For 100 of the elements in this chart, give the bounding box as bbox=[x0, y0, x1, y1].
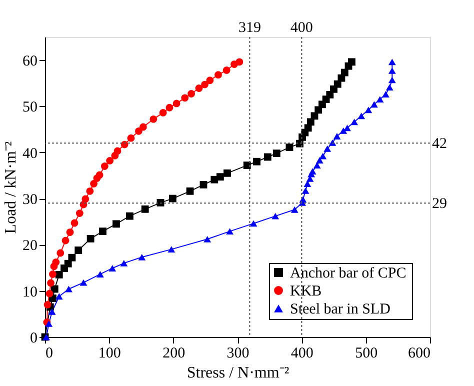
point bbox=[388, 76, 396, 84]
point bbox=[370, 101, 378, 108]
point bbox=[156, 198, 164, 206]
x-tick-label: 300 bbox=[226, 346, 250, 362]
point bbox=[286, 144, 294, 152]
point bbox=[48, 308, 56, 315]
point bbox=[364, 106, 372, 114]
y-tick-label: 50 bbox=[22, 100, 38, 116]
point bbox=[47, 279, 54, 287]
point bbox=[55, 293, 63, 300]
point bbox=[290, 206, 298, 213]
point bbox=[86, 234, 94, 242]
point bbox=[201, 80, 208, 88]
x-tick-label: 100 bbox=[98, 346, 121, 362]
point bbox=[250, 220, 258, 227]
point bbox=[159, 108, 167, 116]
point bbox=[70, 219, 78, 227]
point bbox=[264, 153, 272, 161]
point bbox=[333, 133, 341, 140]
point bbox=[313, 162, 321, 169]
point bbox=[306, 118, 314, 126]
point bbox=[344, 124, 351, 132]
point bbox=[82, 195, 90, 203]
point bbox=[350, 118, 358, 126]
x-tick-label: 500 bbox=[355, 346, 378, 362]
ref-line-label: 29 bbox=[432, 196, 447, 212]
point bbox=[141, 205, 149, 213]
ref-line-label: 400 bbox=[290, 20, 313, 36]
legend-label: Steel bar in SLD bbox=[290, 302, 391, 318]
point bbox=[108, 265, 116, 272]
point bbox=[236, 58, 244, 66]
point bbox=[272, 212, 280, 220]
point bbox=[76, 210, 84, 218]
point bbox=[188, 90, 196, 98]
y-tick-label: 0 bbox=[30, 330, 38, 346]
x-tick-label: 400 bbox=[290, 346, 314, 362]
point bbox=[80, 279, 88, 286]
ref-line-label: 42 bbox=[432, 136, 447, 152]
point bbox=[222, 66, 230, 74]
point bbox=[68, 254, 76, 262]
point bbox=[52, 258, 60, 266]
point bbox=[348, 58, 356, 66]
point bbox=[224, 169, 231, 177]
point bbox=[55, 270, 63, 278]
point bbox=[340, 127, 348, 134]
point bbox=[316, 157, 324, 164]
point bbox=[319, 152, 327, 160]
legend-label: KKB bbox=[290, 284, 322, 300]
point bbox=[388, 67, 396, 74]
x-tick-label: 600 bbox=[408, 346, 430, 362]
point bbox=[120, 140, 128, 148]
y-tick-label: 30 bbox=[22, 192, 38, 208]
point bbox=[90, 180, 98, 188]
point bbox=[388, 58, 396, 66]
point bbox=[186, 187, 194, 195]
y-tick-label: 20 bbox=[22, 238, 38, 254]
y-axis-title: Load / kN·m⁻² bbox=[2, 141, 20, 234]
point bbox=[272, 150, 280, 158]
point bbox=[65, 286, 72, 292]
point bbox=[308, 168, 316, 175]
point bbox=[386, 84, 394, 91]
point bbox=[120, 260, 128, 266]
point bbox=[304, 180, 312, 187]
point bbox=[204, 236, 212, 242]
point bbox=[126, 212, 134, 220]
legend-label: Anchor bar of CPC bbox=[290, 266, 406, 282]
point bbox=[166, 104, 174, 112]
point bbox=[114, 147, 122, 155]
point bbox=[134, 127, 142, 135]
point bbox=[358, 112, 366, 120]
point bbox=[74, 246, 82, 254]
point bbox=[66, 228, 74, 236]
point bbox=[243, 162, 251, 170]
point bbox=[86, 187, 94, 195]
point bbox=[48, 270, 56, 278]
point bbox=[382, 91, 390, 98]
point bbox=[106, 156, 114, 164]
point bbox=[44, 300, 52, 308]
point bbox=[168, 194, 176, 202]
point bbox=[302, 187, 310, 194]
point bbox=[99, 228, 106, 236]
point bbox=[195, 84, 203, 92]
point bbox=[96, 271, 104, 278]
point bbox=[328, 139, 336, 146]
point bbox=[253, 158, 260, 166]
point bbox=[139, 123, 147, 131]
x-tick-label: 200 bbox=[162, 346, 186, 362]
y-tick-label: 40 bbox=[22, 146, 38, 162]
x-axis-title: Stress / N·mm⁻² bbox=[186, 364, 290, 382]
point bbox=[100, 162, 108, 170]
point bbox=[214, 71, 222, 79]
point bbox=[168, 246, 176, 253]
point bbox=[376, 96, 384, 103]
point bbox=[62, 236, 70, 244]
point bbox=[216, 173, 224, 181]
point bbox=[127, 134, 135, 142]
point bbox=[112, 220, 120, 228]
point bbox=[181, 94, 189, 102]
point bbox=[56, 249, 64, 257]
point bbox=[150, 115, 158, 123]
